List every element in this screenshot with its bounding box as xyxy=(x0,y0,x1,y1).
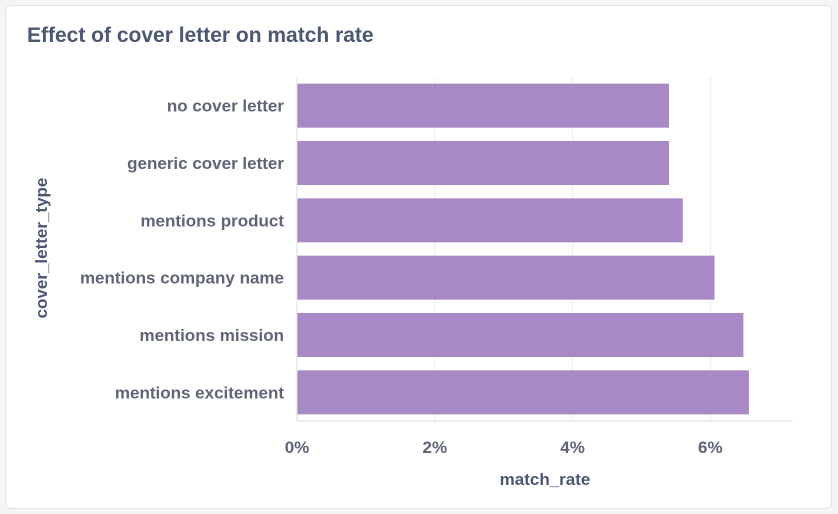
y-tick-label: mentions mission xyxy=(139,326,284,345)
bar[interactable] xyxy=(297,370,749,415)
x-tick-label: 0% xyxy=(285,438,310,457)
bar[interactable] xyxy=(297,141,669,185)
bars xyxy=(297,83,749,415)
bar[interactable] xyxy=(297,255,715,300)
y-tick-label: no cover letter xyxy=(167,97,285,116)
bar[interactable] xyxy=(297,83,669,128)
y-tick-label: mentions company name xyxy=(80,269,284,288)
y-tick-label: mentions excitement xyxy=(115,383,284,402)
x-axis-title: match_rate xyxy=(500,470,591,489)
x-tick-label: 4% xyxy=(560,438,585,457)
chart-title[interactable]: Effect of cover letter on match rate xyxy=(27,24,374,47)
x-tick-label: 2% xyxy=(422,438,447,457)
axes xyxy=(296,77,793,422)
y-axis-title: cover_letter_type xyxy=(32,178,51,319)
bar[interactable] xyxy=(297,313,744,357)
y-tick-label: mentions product xyxy=(140,211,284,230)
bar[interactable] xyxy=(297,198,683,243)
y-tick-label: generic cover letter xyxy=(127,154,284,173)
tick-labels: 0% 2% 4% 6% no cover letter generic cover let… xyxy=(80,97,723,457)
x-tick-label: 6% xyxy=(698,438,723,457)
gridlines xyxy=(434,77,711,421)
